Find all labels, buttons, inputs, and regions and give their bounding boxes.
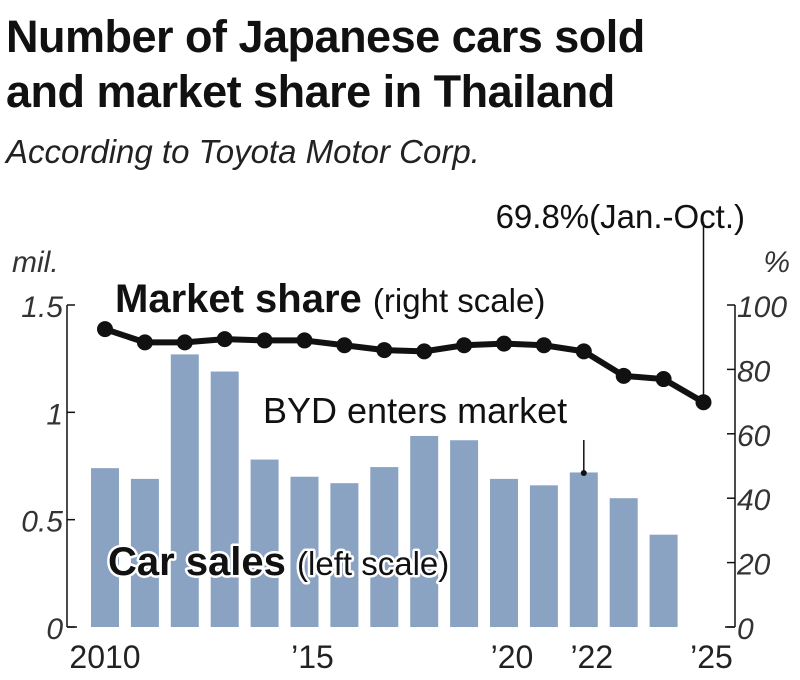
right-unit-label: %	[763, 246, 790, 279]
right-tick-label: 40	[737, 484, 771, 517]
chart-subtitle: According to Toyota Motor Corp.	[6, 133, 480, 170]
bar-2014	[250, 459, 279, 627]
right-tick-label: 20	[736, 549, 771, 582]
bar-2010	[91, 468, 119, 627]
bar-2011	[130, 478, 159, 627]
market-share-point-2019	[456, 337, 473, 354]
market-share-point-2025	[695, 394, 712, 411]
right-tick-label: 60	[737, 420, 771, 453]
chart-title-line-2: and market share in Thailand	[6, 66, 615, 117]
byd-marker	[580, 470, 587, 476]
left-tick-label: 1	[46, 398, 63, 431]
market-share-point-2021	[535, 337, 552, 354]
bar-2017	[370, 467, 399, 627]
car-sales-label: Car sales (left scale)	[108, 540, 449, 584]
market-share-point-2023	[615, 367, 632, 384]
market-share-point-2022	[575, 343, 592, 360]
bar-2021	[529, 485, 558, 627]
market-share-point-2018	[416, 343, 433, 360]
market-share-point-2014	[256, 332, 273, 349]
market-share-point-2016	[336, 337, 353, 354]
bar-2023	[609, 498, 638, 627]
market-share-point-2020	[496, 335, 512, 352]
bar-2019	[450, 440, 479, 627]
left-unit-label: mil.	[12, 246, 59, 279]
bar-2024	[649, 534, 678, 627]
byd-annotation: BYD enters market	[263, 390, 567, 431]
market-share-point-2011	[136, 334, 153, 351]
right-tick-label: 80	[737, 355, 771, 388]
right-tick-label: 0	[737, 613, 754, 646]
bar-2016	[330, 483, 359, 627]
right-tick-label: 100	[737, 291, 787, 324]
market-share-point-2010	[97, 321, 113, 338]
market-share-point-2012	[176, 334, 193, 351]
left-tick-label: 0.5	[21, 506, 63, 539]
bar-2013	[210, 371, 239, 627]
chart-title-line-1: Number of Japanese cars sold	[6, 11, 645, 62]
last-point-annotation: 69.8%(Jan.-Oct.)	[496, 198, 745, 235]
x-tick-label: ’22	[570, 639, 613, 675]
bar-2018	[410, 435, 439, 627]
bar-2012	[170, 354, 199, 627]
left-tick-label: 1.5	[21, 291, 63, 324]
bar-2020	[490, 478, 518, 627]
market-share-point-2017	[376, 342, 393, 359]
x-tick-label: 2010	[69, 639, 140, 675]
x-tick-label: ’25	[690, 639, 733, 675]
market-share-line	[104, 326, 706, 405]
x-tick-label: ’20	[491, 639, 534, 675]
x-tick-label: ’15	[291, 639, 334, 675]
market-share-point-2024	[655, 371, 672, 388]
bar-2015	[290, 476, 319, 627]
market-share-point-2015	[296, 332, 313, 349]
market-share-label: Market share (right scale)	[115, 277, 545, 321]
market-share-point-2013	[216, 331, 233, 348]
bar-2022	[569, 472, 598, 627]
left-tick-label: 0	[46, 613, 63, 646]
